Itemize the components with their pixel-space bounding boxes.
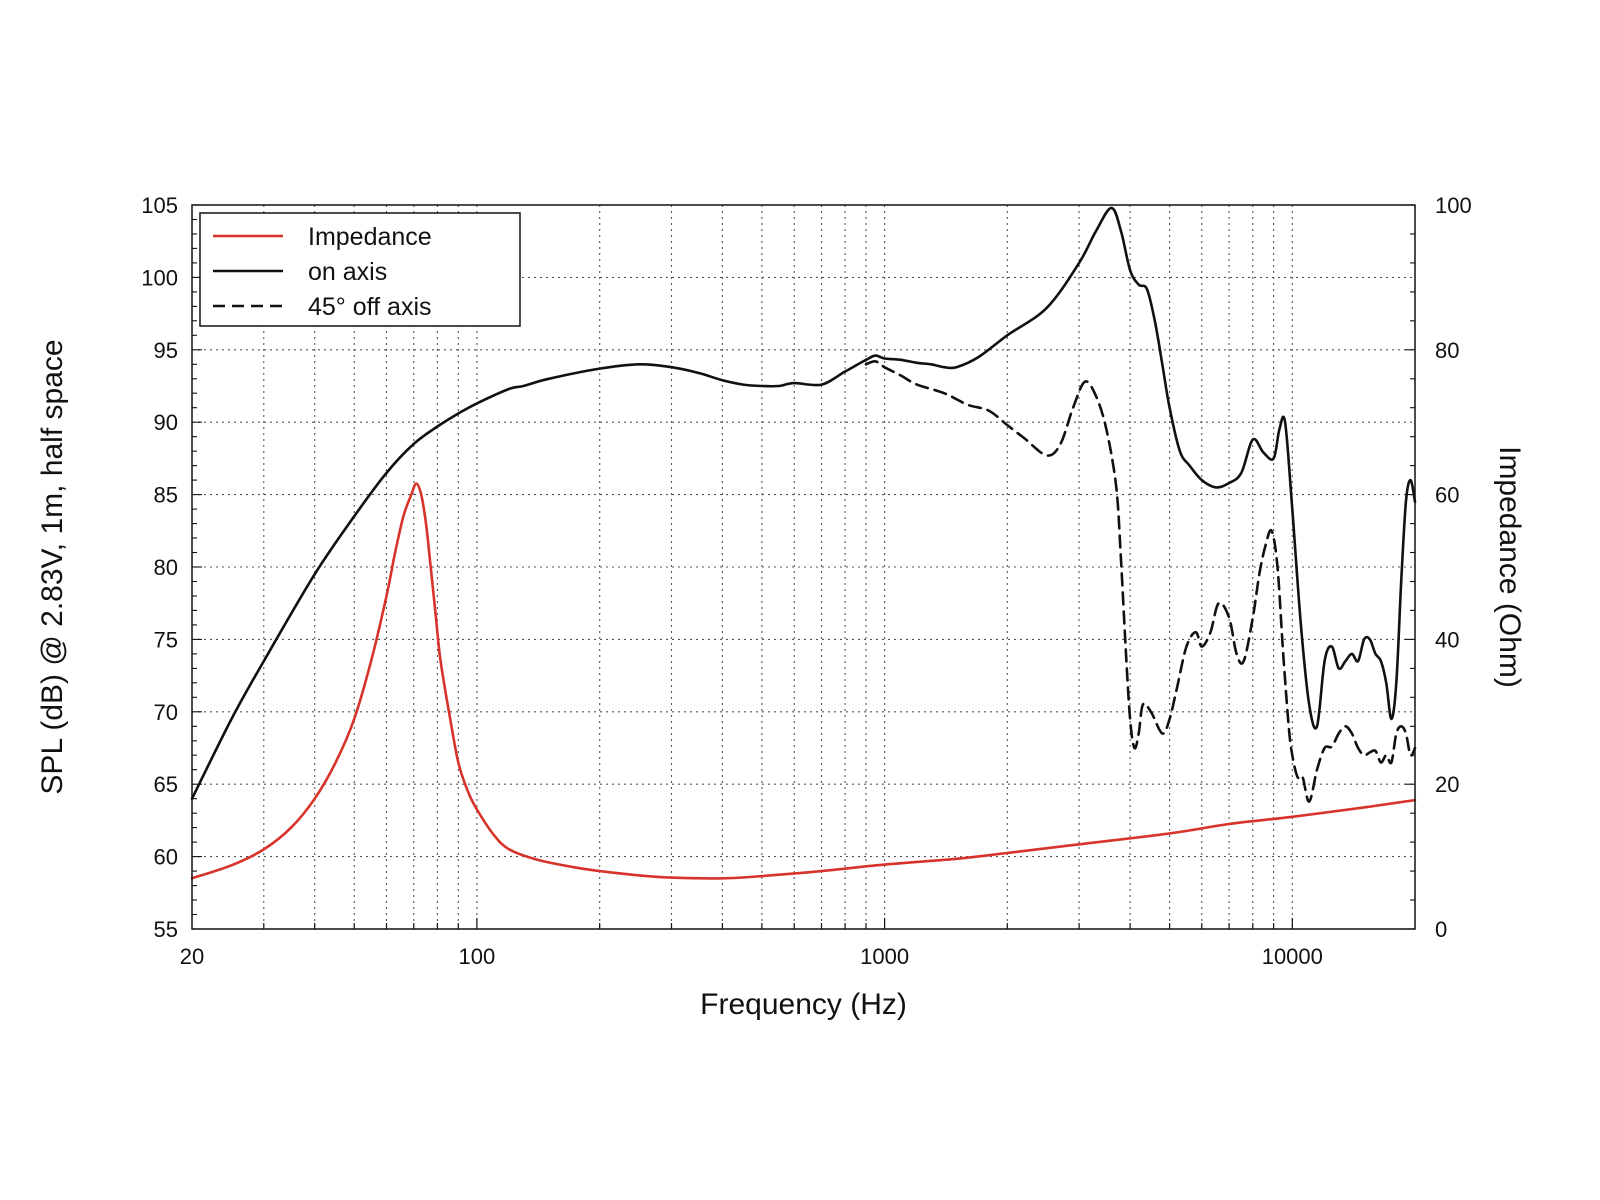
legend: Impedance on axis 45° off axis [199,212,521,327]
y2-tick-label: 60 [1435,483,1459,508]
y-tick-label: 55 [154,917,178,942]
series-layer [190,206,1417,880]
legend-label-impedance: Impedance [308,223,432,251]
y-tick-label: 85 [154,483,178,508]
y-tick-label: 80 [154,555,178,580]
x-tick-label: 100 [459,944,496,969]
y2-tick-label: 100 [1435,193,1472,218]
legend-label-off-axis: 45° off axis [308,293,432,321]
y-tick-label: 95 [154,338,178,363]
y-axis-title: SPL (dB) @ 2.83V, 1m, half space [36,339,69,794]
x-tick-label: 20 [180,944,204,969]
impedance-line [190,482,1417,880]
y-tick-label: 60 [154,845,178,870]
y-tick-label: 100 [141,265,178,290]
y2-tick-label: 0 [1435,917,1447,942]
y-tick-label: 105 [141,193,178,218]
y-tick-label: 70 [154,700,178,725]
x-tick-label: 1000 [860,944,909,969]
y-tick-label: 75 [154,627,178,652]
x-axis-title: Frequency (Hz) [700,988,907,1021]
tick-labels: 20 100 1000 10000 55 60 65 70 75 80 85 90 95 100 105 0 2… [141,193,1471,969]
y-tick-label: 90 [154,410,178,435]
y2-tick-label: 80 [1435,338,1459,363]
tick-marks [192,204,1415,930]
on-axis-line [190,206,1417,800]
y2-tick-label: 20 [1435,772,1459,797]
legend-label-on-axis: on axis [308,258,387,286]
y-tick-label: 65 [154,772,178,797]
x-tick-label: 10000 [1262,944,1323,969]
off-axis-line [864,360,1417,803]
y2-axis-title: Impedance (Ohm) [1493,446,1526,688]
y2-tick-label: 40 [1435,627,1459,652]
